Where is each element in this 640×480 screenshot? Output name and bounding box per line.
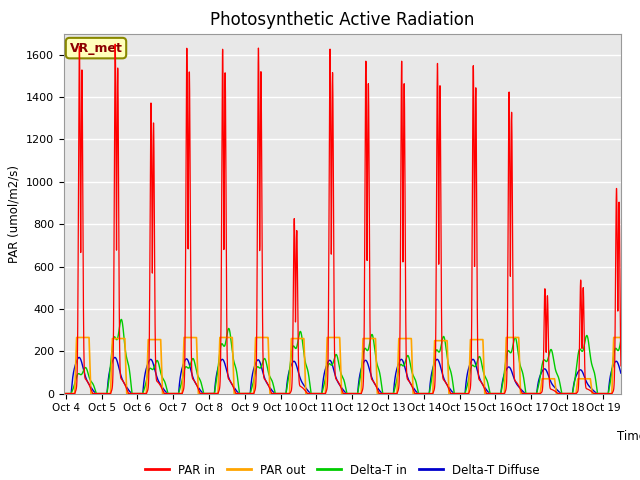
Title: Photosynthetic Active Radiation: Photosynthetic Active Radiation — [210, 11, 475, 29]
Y-axis label: PAR (umol/m2/s): PAR (umol/m2/s) — [8, 165, 20, 263]
Legend: PAR in, PAR out, Delta-T in, Delta-T Diffuse: PAR in, PAR out, Delta-T in, Delta-T Dif… — [140, 459, 545, 480]
Text: VR_met: VR_met — [70, 42, 122, 55]
X-axis label: Time: Time — [618, 430, 640, 443]
